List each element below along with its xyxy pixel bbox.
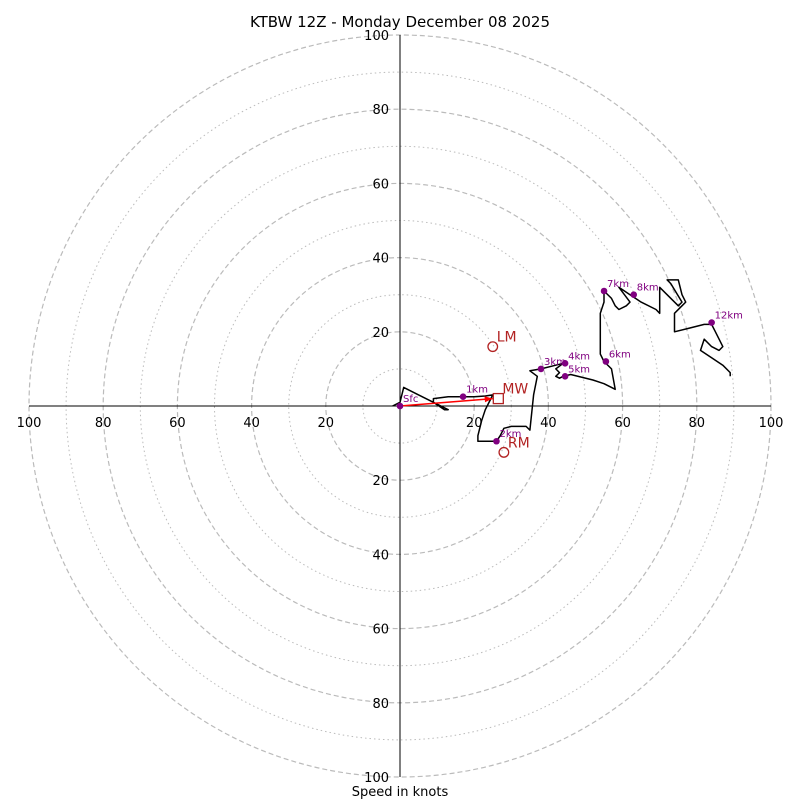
x-tick-label: 40: [243, 416, 260, 431]
storm-motion-marker-RM: [498, 446, 510, 458]
height-label-7km: 7km: [607, 279, 629, 290]
shear-arrowhead: [484, 396, 493, 403]
height-marker-4km: [561, 360, 569, 367]
height-label-Sfc: Sfc: [403, 394, 418, 405]
storm-motion-label-LM: LM: [497, 330, 517, 346]
height-label-3km: 3km: [544, 357, 566, 368]
storm-motion-marker-LM: [487, 341, 499, 353]
height-marker-7km: [600, 287, 608, 295]
x-tick-label: 20: [318, 416, 335, 431]
shear-layer: [399, 396, 493, 407]
y-tick-label: 20: [372, 474, 389, 489]
x-tick-label: 100: [17, 416, 42, 431]
height-label-1km: 1km: [466, 385, 488, 396]
height-marker-Sfc: [396, 402, 404, 410]
height-label-2km: 2km: [499, 429, 521, 440]
x-tick-label: 20: [466, 416, 483, 431]
chart-title: KTBW 12Z - Monday December 08 2025: [250, 13, 550, 31]
height-marker-5km: [561, 373, 569, 380]
height-marker-6km: [602, 358, 610, 365]
height-marker-8km: [630, 291, 638, 299]
y-tick-label: 80: [372, 697, 389, 712]
height-label-12km: 12km: [715, 311, 743, 322]
y-tick-label: 40: [372, 252, 389, 267]
x-tick-label: 80: [95, 416, 112, 431]
height-marker-2km: [493, 437, 500, 445]
shear-vector-line: [399, 397, 493, 407]
x-tick-label: 60: [614, 416, 631, 431]
y-tick-label: 40: [372, 548, 389, 563]
wind-trace-layer: [392, 279, 731, 442]
x-tick-label: 100: [759, 416, 784, 431]
height-marker-3km: [537, 365, 545, 373]
x-axis-label: Speed in knots: [352, 785, 449, 800]
height-marker-12km: [708, 319, 715, 326]
height-marker-1km: [459, 393, 467, 401]
x-tick-label: 80: [689, 416, 706, 431]
height-label-8km: 8km: [637, 283, 659, 294]
y-tick-label: 60: [372, 623, 389, 638]
x-tick-label: 40: [540, 416, 557, 431]
height-label-4km: 4km: [568, 351, 590, 362]
height-label-5km: 5km: [568, 364, 590, 375]
x-tick-labels: 100 80 60 40 20 20 40 60 80 100: [17, 416, 784, 431]
x-tick-label: 60: [169, 416, 186, 431]
height-label-6km: 6km: [609, 349, 631, 360]
y-tick-label: 20: [372, 326, 389, 341]
storm-motion-label-RM: RM: [508, 435, 530, 451]
y-tick-label: 80: [372, 103, 389, 118]
wind-trace-line: [392, 279, 731, 442]
storm-motion-label-MW: MW: [502, 382, 528, 398]
y-tick-label: 100: [364, 771, 389, 786]
y-tick-label: 60: [372, 177, 389, 192]
storm-motion-marker-MW: [492, 392, 504, 405]
storm-motion-layer: MW LM RM: [487, 330, 530, 458]
y-tick-labels: 100 80 60 40 20 20 40 60 80 100: [364, 29, 389, 786]
y-tick-label: 100: [364, 29, 389, 44]
